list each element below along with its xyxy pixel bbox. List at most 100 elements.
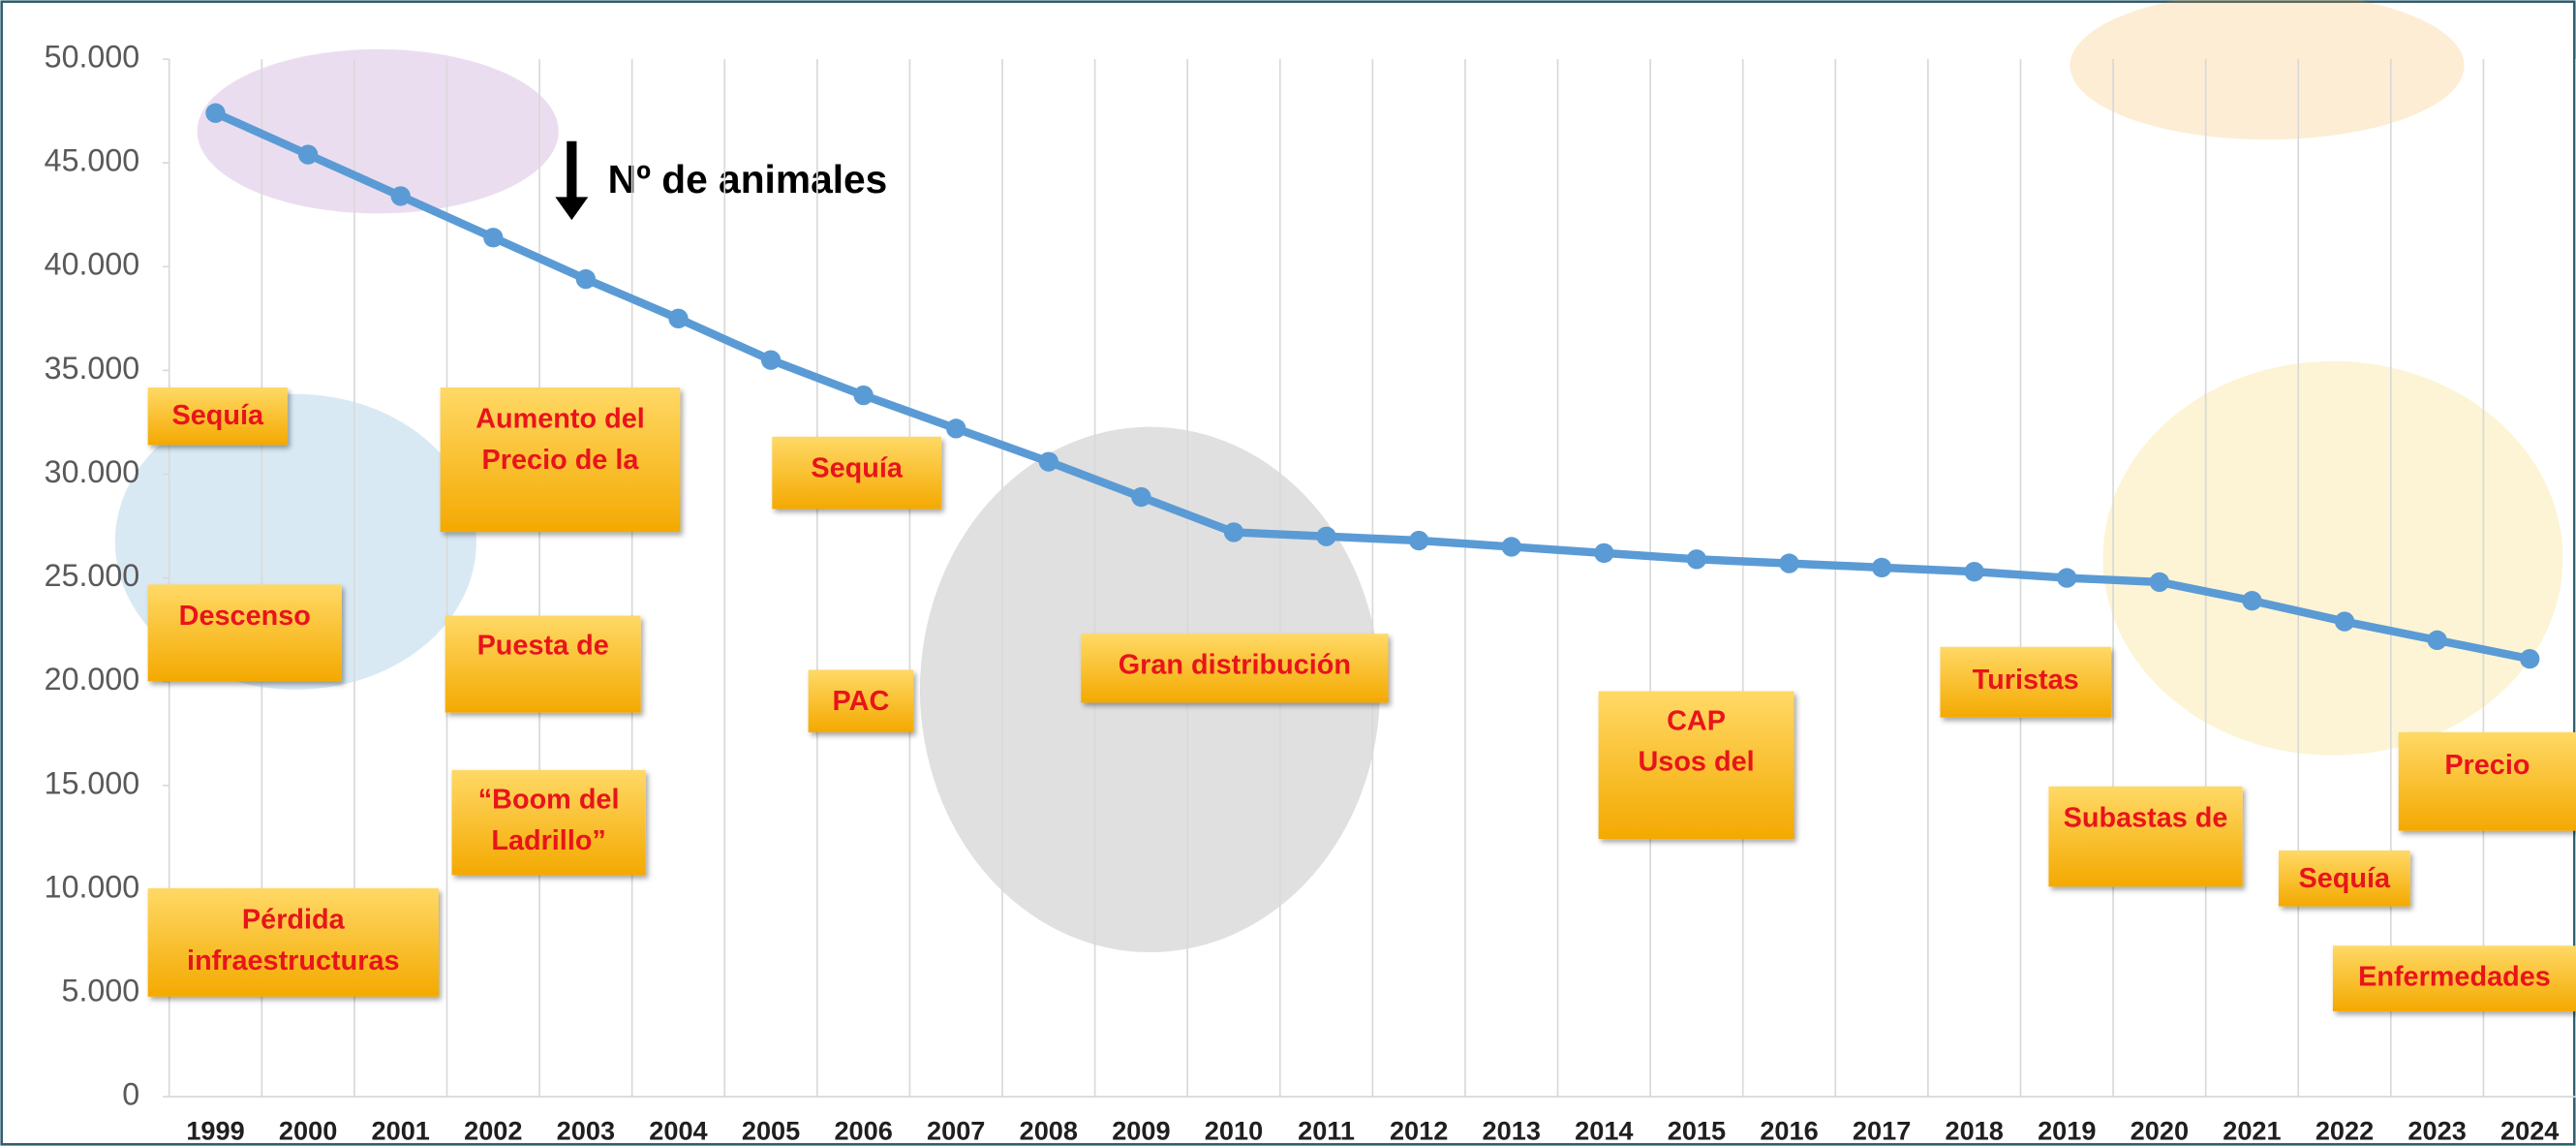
annotation: Sequía <box>2279 851 2410 907</box>
x-tick-label: 2006 <box>834 1116 892 1146</box>
marker <box>1965 562 1984 581</box>
annotation-text: Puesta de <box>477 630 609 661</box>
y-tick-label: 15.000 <box>45 765 140 800</box>
annotation-text: Usos del <box>1638 747 1754 778</box>
y-tick-label: 30.000 <box>45 454 140 489</box>
annotation: Puesta de <box>445 616 641 713</box>
annotation-text: PAC <box>833 686 890 717</box>
arrow-label: Nº de animales <box>608 157 888 201</box>
marker <box>1502 537 1521 556</box>
annotation-text: Gran distribución <box>1119 650 1351 681</box>
marker <box>1039 451 1058 471</box>
x-tick-label: 2015 <box>1668 1116 1726 1146</box>
x-tick-label: 2019 <box>2038 1116 2096 1146</box>
x-tick-label: 2023 <box>2407 1116 2466 1146</box>
annotation-text: Pérdida <box>242 904 346 935</box>
y-tick-label: 25.000 <box>45 558 140 593</box>
x-tick-label: 2017 <box>1853 1116 1911 1146</box>
marker <box>2242 591 2261 610</box>
marker <box>1779 553 1798 573</box>
x-tick-label: 2016 <box>1760 1116 1818 1146</box>
annotation-box <box>148 584 342 681</box>
page: Nº de animales 0 5.000 10.000 15.000 20.000 2… <box>0 0 2576 1146</box>
x-tick-label: 2000 <box>279 1116 337 1146</box>
x-tick-label: 2008 <box>1020 1116 1078 1146</box>
annotation: Descenso <box>148 584 342 681</box>
marker <box>1131 487 1150 507</box>
y-tick-label: 40.000 <box>45 247 140 282</box>
marker <box>1872 558 1891 577</box>
x-tick-label: 2009 <box>1112 1116 1170 1146</box>
marker <box>483 228 503 247</box>
annotation: “Boom del Ladrillo” <box>452 770 646 875</box>
marker <box>2150 573 2169 592</box>
marker <box>1409 531 1428 550</box>
marker <box>1316 527 1335 546</box>
y-tick-label: 5.000 <box>62 974 140 1008</box>
annotation-text: Aumento del <box>475 403 645 434</box>
annotation-text: Subastas de <box>2064 802 2228 833</box>
x-tick-label: 2021 <box>2223 1116 2281 1146</box>
x-tick-label: 2014 <box>1575 1116 1633 1146</box>
marker <box>1687 549 1706 569</box>
annotation: Turistas <box>1940 647 2110 718</box>
marker <box>761 350 781 369</box>
marker <box>946 418 966 438</box>
y-tick-label: 10.000 <box>45 869 140 904</box>
annotation-text: Ladrillo” <box>491 825 606 856</box>
x-tick-label: 2001 <box>372 1116 430 1146</box>
annotation-text: Descenso <box>179 601 311 632</box>
x-tick-label: 2002 <box>464 1116 522 1146</box>
annotation: PAC <box>809 669 914 731</box>
annotation: CAP Usos del <box>1599 692 1794 840</box>
x-tick-label: 2020 <box>2131 1116 2189 1146</box>
annotation-text: Sequía <box>2299 863 2391 894</box>
marker <box>2520 649 2539 668</box>
x-tick-label: 2011 <box>1298 1116 1355 1146</box>
annotation-text: Sequía <box>811 452 903 483</box>
annotation: Gran distribución <box>1081 634 1388 702</box>
y-tick-label: 20.000 <box>45 662 140 697</box>
x-tick-label: 2007 <box>927 1116 985 1146</box>
annotation: Aumento del Precio de la <box>441 387 681 532</box>
annotation-text: infraestructuras <box>187 945 399 976</box>
marker <box>205 104 225 123</box>
annotation-text: CAP <box>1667 705 1726 736</box>
annotation-text: Precio de la <box>482 445 640 476</box>
marker <box>2427 631 2446 650</box>
x-tick-label: 2024 <box>2500 1116 2559 1146</box>
annotation: Precio <box>2399 732 2576 831</box>
x-tick-label: 2010 <box>1205 1116 1263 1146</box>
x-tick-label: 1999 <box>186 1116 244 1146</box>
annotation-text: “Boom del <box>478 785 620 816</box>
y-tick-label: 50.000 <box>45 40 140 75</box>
marker <box>576 269 596 289</box>
annotation: Sequía <box>772 437 941 510</box>
marker <box>298 144 318 164</box>
chart: Nº de animales 0 5.000 10.000 15.000 20.000 2… <box>0 0 2576 1146</box>
x-tick-label: 2005 <box>742 1116 800 1146</box>
y-tick-label: 0 <box>122 1077 139 1112</box>
marker <box>1224 522 1243 542</box>
annotation-box <box>2399 732 2576 831</box>
x-tick-label: 2018 <box>1945 1116 2003 1146</box>
x-tick-label: 2022 <box>2315 1116 2374 1146</box>
annotation-text: Turistas <box>1973 665 2079 696</box>
marker <box>668 309 688 328</box>
marker <box>2057 568 2076 587</box>
x-tick-label: 2004 <box>649 1116 707 1146</box>
marker <box>2335 611 2354 631</box>
annotation: Sequía <box>148 387 288 445</box>
annotation-text: Sequía <box>172 400 264 431</box>
marker <box>853 386 873 405</box>
annotation-text: Enfermedades <box>2358 962 2551 993</box>
annotation: Pérdida infraestructuras <box>148 888 439 997</box>
annotation: Subastas de <box>2048 787 2242 886</box>
x-tick-label: 2003 <box>557 1116 615 1146</box>
x-tick-label: 2013 <box>1483 1116 1541 1146</box>
annotation-text: Precio <box>2444 750 2530 781</box>
y-tick-label: 35.000 <box>45 351 140 386</box>
y-tick-label: 45.000 <box>45 143 140 178</box>
x-tick-label: 2012 <box>1390 1116 1448 1146</box>
marker <box>391 186 411 205</box>
